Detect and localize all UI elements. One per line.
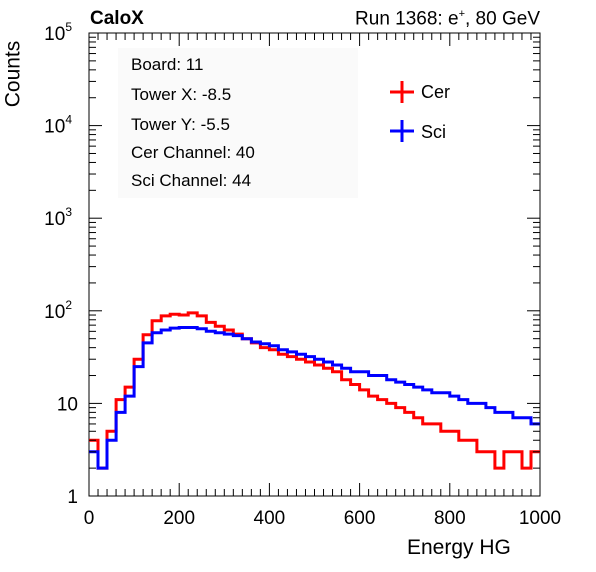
- x-tick-label: 0: [84, 508, 95, 529]
- y-tick-label: 105: [44, 20, 72, 45]
- y-tick-label: 1: [67, 487, 78, 508]
- y-axis-label: Counts: [1, 40, 25, 108]
- info-tower-x: Tower X: -8.5: [131, 85, 232, 104]
- plot-title-left: CaloX: [90, 8, 144, 29]
- x-axis-label: Energy HG: [407, 536, 511, 559]
- histogram-series-cer: [89, 311, 540, 470]
- x-tick-label: 400: [254, 508, 286, 529]
- info-tower-y: Tower Y: -5.5: [131, 115, 230, 134]
- y-tick-label: 102: [44, 298, 72, 323]
- info-board: Board: 11: [131, 55, 204, 74]
- legend-label-cer: Cer: [421, 82, 451, 102]
- histogram-series-sci: [89, 326, 540, 470]
- y-tick-label: 10: [57, 394, 78, 415]
- x-tick-label: 1000: [519, 508, 561, 529]
- y-tick-label: 103: [44, 205, 72, 230]
- x-tick-label: 600: [344, 508, 376, 529]
- plot-title-right: Run 1368: e+, 80 GeV: [355, 8, 540, 30]
- y-tick-label: 104: [44, 113, 72, 138]
- info-box-background: [118, 48, 358, 198]
- legend-label-sci: Sci: [421, 122, 447, 142]
- info-sci-channel: Sci Channel: 44: [131, 171, 252, 190]
- x-tick-label: 200: [163, 508, 195, 529]
- info-cer-channel: Cer Channel: 40: [131, 143, 255, 162]
- x-tick-label: 800: [434, 508, 466, 529]
